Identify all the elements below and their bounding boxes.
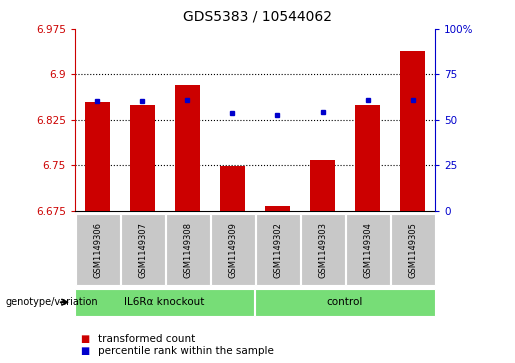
Text: GDS5383 / 10544062: GDS5383 / 10544062 xyxy=(183,9,332,23)
Text: control: control xyxy=(327,297,363,307)
Bar xyxy=(400,52,425,211)
Text: transformed count: transformed count xyxy=(98,334,195,344)
Bar xyxy=(220,166,245,211)
Bar xyxy=(175,85,200,211)
Text: GSM1149309: GSM1149309 xyxy=(229,222,237,277)
Text: GSM1149302: GSM1149302 xyxy=(273,222,282,277)
Text: percentile rank within the sample: percentile rank within the sample xyxy=(98,346,274,356)
Text: IL6Rα knockout: IL6Rα knockout xyxy=(124,297,205,307)
Bar xyxy=(265,206,290,211)
Text: GSM1149306: GSM1149306 xyxy=(93,221,102,278)
Bar xyxy=(130,105,154,211)
Text: GSM1149305: GSM1149305 xyxy=(409,222,418,277)
Text: GSM1149303: GSM1149303 xyxy=(319,221,328,278)
Text: GSM1149308: GSM1149308 xyxy=(183,221,192,278)
Text: GSM1149307: GSM1149307 xyxy=(139,221,147,278)
Text: ■: ■ xyxy=(80,334,89,344)
Text: GSM1149304: GSM1149304 xyxy=(364,222,372,277)
Text: genotype/variation: genotype/variation xyxy=(5,297,98,307)
Bar xyxy=(85,102,110,211)
Bar xyxy=(310,160,335,211)
Bar xyxy=(355,105,380,211)
Text: ■: ■ xyxy=(80,346,89,356)
